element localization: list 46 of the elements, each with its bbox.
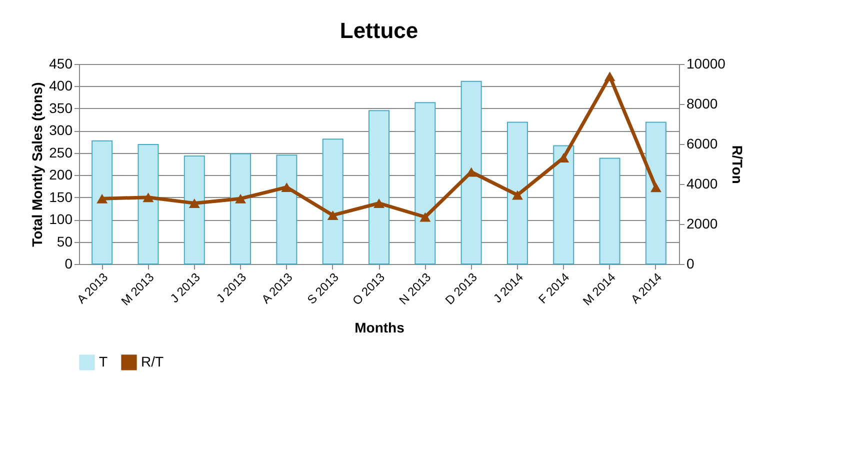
- chart-title: Lettuce: [340, 18, 418, 43]
- bar: [645, 122, 666, 264]
- y-tick-label: 300: [49, 122, 73, 138]
- point: [650, 182, 662, 192]
- legend-label: R/T: [141, 353, 164, 370]
- y-tick-label: 350: [49, 100, 73, 116]
- point: [235, 194, 246, 204]
- y-tick-label: 50: [56, 233, 73, 250]
- y-tick-label: 200: [49, 166, 73, 183]
- point: [374, 198, 384, 208]
- bar: [92, 140, 113, 264]
- point: [327, 210, 338, 220]
- y-tick-label: 150: [49, 188, 73, 205]
- y-tick-label: 250: [49, 144, 73, 160]
- y2-tick-label: 4000: [686, 176, 718, 192]
- bar: [460, 80, 482, 264]
- bar: [322, 138, 344, 264]
- y-tick-label: 400: [49, 78, 73, 94]
- point: [420, 212, 431, 222]
- y2-tick-label: 10000: [686, 56, 726, 72]
- point: [512, 190, 523, 200]
- bar: [506, 122, 528, 264]
- point: [281, 182, 292, 192]
- bar: [414, 102, 436, 264]
- y2-axis-title: R/Ton: [729, 145, 746, 184]
- y-tick-label: 0: [64, 256, 73, 272]
- y-axis-title: Total Montly Sales (tons): [29, 82, 46, 247]
- bar: [138, 144, 159, 264]
- legend-label: T: [99, 353, 108, 370]
- y2-tick-label: 8000: [686, 96, 718, 112]
- y2-tick-label: 6000: [686, 136, 718, 152]
- point: [96, 194, 108, 204]
- bar: [184, 156, 205, 264]
- y2-tick-label: 2000: [686, 216, 718, 232]
- x-axis-title: Months: [354, 320, 405, 336]
- bar: [553, 145, 574, 264]
- point: [142, 192, 154, 202]
- y2-tick-label: 0: [686, 256, 694, 272]
- bar: [599, 158, 620, 264]
- y-tick-label: 450: [49, 56, 73, 72]
- point: [604, 72, 616, 82]
- bar: [368, 110, 390, 264]
- point: [188, 198, 200, 208]
- y-tick-label: 100: [49, 211, 73, 228]
- bar: [230, 153, 252, 264]
- bar: [276, 154, 298, 264]
